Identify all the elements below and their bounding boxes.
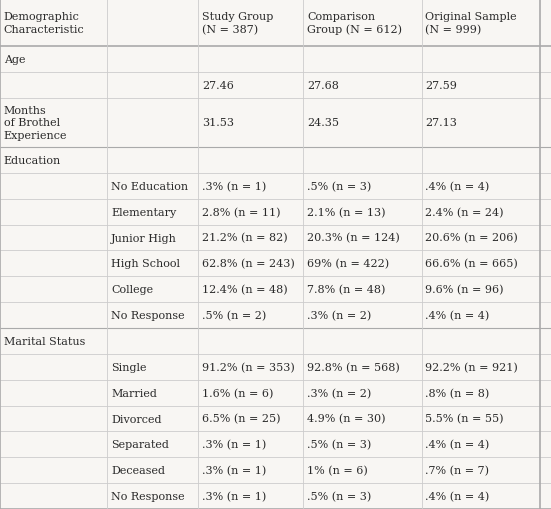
Text: High School: High School: [111, 259, 180, 269]
Text: 27.46: 27.46: [202, 80, 234, 91]
Text: 1.6% (n = 6): 1.6% (n = 6): [202, 388, 274, 398]
Text: 12.4% (n = 48): 12.4% (n = 48): [202, 285, 288, 295]
Text: Separated: Separated: [111, 439, 169, 449]
Text: .3% (n = 1): .3% (n = 1): [202, 491, 267, 501]
Text: .3% (n = 1): .3% (n = 1): [202, 181, 267, 191]
Text: Study Group
(N = 387): Study Group (N = 387): [202, 12, 274, 35]
Text: 5.5% (n = 55): 5.5% (n = 55): [425, 413, 504, 424]
Text: Months
of Brothel
Experience: Months of Brothel Experience: [4, 106, 67, 140]
Text: 1% (n = 6): 1% (n = 6): [307, 465, 368, 475]
Text: 2.4% (n = 24): 2.4% (n = 24): [425, 207, 504, 217]
Text: 69% (n = 422): 69% (n = 422): [307, 259, 389, 269]
Text: .4% (n = 4): .4% (n = 4): [425, 491, 490, 501]
Text: Demographic
Characteristic: Demographic Characteristic: [4, 12, 85, 35]
Text: Divorced: Divorced: [111, 414, 162, 423]
Text: 4.9% (n = 30): 4.9% (n = 30): [307, 413, 385, 424]
Text: .7% (n = 7): .7% (n = 7): [425, 465, 489, 475]
Text: 2.8% (n = 11): 2.8% (n = 11): [202, 207, 280, 217]
Text: No Response: No Response: [111, 310, 185, 321]
Text: 2.1% (n = 13): 2.1% (n = 13): [307, 207, 385, 217]
Text: 27.68: 27.68: [307, 80, 339, 91]
Text: Junior High: Junior High: [111, 233, 177, 243]
Text: .3% (n = 2): .3% (n = 2): [307, 388, 371, 398]
Text: No Education: No Education: [111, 182, 188, 191]
Text: 66.6% (n = 665): 66.6% (n = 665): [425, 259, 518, 269]
Text: College: College: [111, 285, 153, 295]
Text: 27.59: 27.59: [425, 80, 457, 91]
Text: Elementary: Elementary: [111, 207, 176, 217]
Text: 27.13: 27.13: [425, 118, 457, 128]
Text: .4% (n = 4): .4% (n = 4): [425, 439, 490, 449]
Text: 6.5% (n = 25): 6.5% (n = 25): [202, 413, 280, 424]
Text: 92.8% (n = 568): 92.8% (n = 568): [307, 362, 399, 372]
Text: .8% (n = 8): .8% (n = 8): [425, 388, 490, 398]
Text: Age: Age: [4, 55, 25, 65]
Text: 31.53: 31.53: [202, 118, 234, 128]
Text: .4% (n = 4): .4% (n = 4): [425, 310, 490, 321]
Text: 24.35: 24.35: [307, 118, 339, 128]
Text: 7.8% (n = 48): 7.8% (n = 48): [307, 285, 385, 295]
Text: .5% (n = 3): .5% (n = 3): [307, 439, 371, 449]
Text: Deceased: Deceased: [111, 465, 165, 475]
Text: 20.6% (n = 206): 20.6% (n = 206): [425, 233, 518, 243]
Text: 9.6% (n = 96): 9.6% (n = 96): [425, 285, 504, 295]
Text: .3% (n = 2): .3% (n = 2): [307, 310, 371, 321]
Text: No Response: No Response: [111, 491, 185, 501]
Text: Education: Education: [4, 156, 61, 165]
Text: .5% (n = 3): .5% (n = 3): [307, 491, 371, 501]
Text: .5% (n = 3): .5% (n = 3): [307, 181, 371, 191]
Text: .5% (n = 2): .5% (n = 2): [202, 310, 267, 321]
Text: .3% (n = 1): .3% (n = 1): [202, 465, 267, 475]
Text: Married: Married: [111, 388, 157, 398]
Text: Original Sample
(N = 999): Original Sample (N = 999): [425, 12, 517, 35]
Text: .4% (n = 4): .4% (n = 4): [425, 181, 490, 191]
Text: .3% (n = 1): .3% (n = 1): [202, 439, 267, 449]
Text: 21.2% (n = 82): 21.2% (n = 82): [202, 233, 288, 243]
Text: 92.2% (n = 921): 92.2% (n = 921): [425, 362, 518, 372]
Text: Comparison
Group (N = 612): Comparison Group (N = 612): [307, 12, 402, 35]
Text: Single: Single: [111, 362, 147, 372]
Text: 62.8% (n = 243): 62.8% (n = 243): [202, 259, 295, 269]
Text: 91.2% (n = 353): 91.2% (n = 353): [202, 362, 295, 372]
Text: 20.3% (n = 124): 20.3% (n = 124): [307, 233, 399, 243]
Text: Marital Status: Marital Status: [4, 336, 85, 346]
